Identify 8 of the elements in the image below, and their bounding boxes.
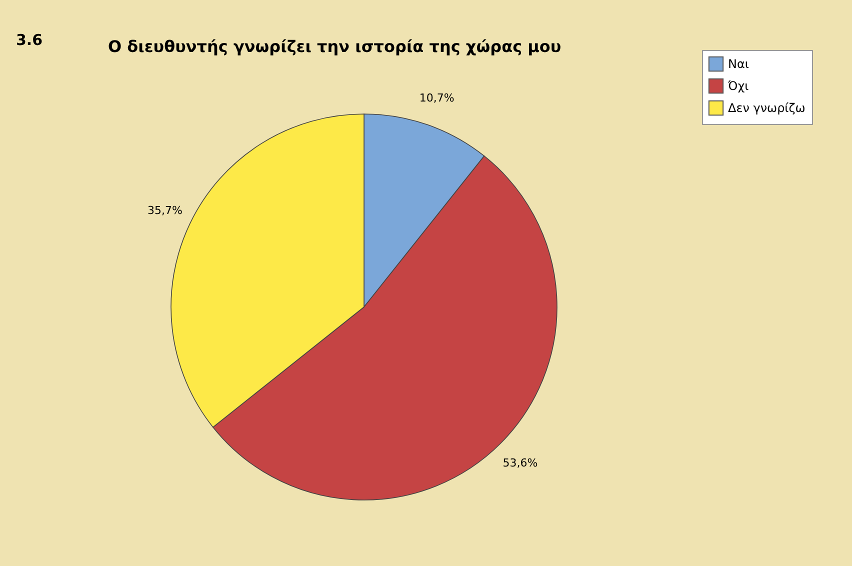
legend-label: Δεν γνωρίζω: [728, 101, 806, 115]
text: 3.6: [16, 31, 43, 49]
data-label: 35,7%: [147, 204, 182, 218]
legend-label: Όχι: [727, 79, 749, 93]
legend-label: Ναι: [728, 57, 749, 71]
chart-title: Ο διευθυντής γνωρίζει την ιστορία της χώρας μου: [108, 37, 562, 56]
data-label: 53,6%: [502, 456, 538, 470]
data-label: 10,7%: [419, 91, 454, 104]
